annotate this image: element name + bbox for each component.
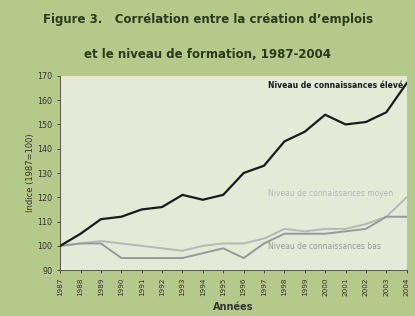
Text: Niveau de connaissances élevé: Niveau de connaissances élevé xyxy=(268,81,403,90)
Text: Niveau de connaissances moyen: Niveau de connaissances moyen xyxy=(268,189,393,198)
Text: et le niveau de formation, 1987-2004: et le niveau de formation, 1987-2004 xyxy=(84,48,331,61)
Text: Niveau de connaissances bas: Niveau de connaissances bas xyxy=(268,242,381,251)
Y-axis label: Indice (1987=100): Indice (1987=100) xyxy=(26,134,34,212)
X-axis label: Années: Années xyxy=(213,302,254,312)
Text: Figure 3.   Corrélation entre la création d’emplois: Figure 3. Corrélation entre la création … xyxy=(42,13,373,26)
